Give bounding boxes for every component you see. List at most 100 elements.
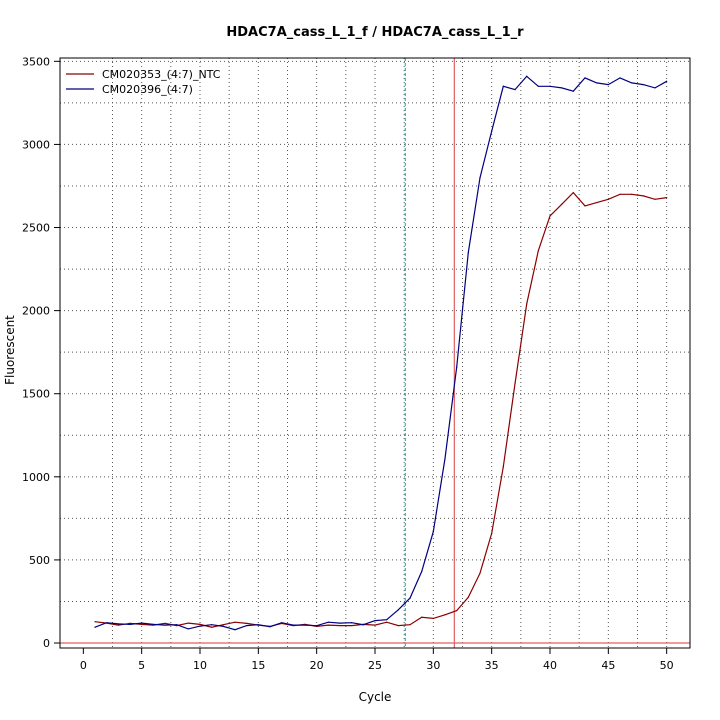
data-point bbox=[607, 198, 609, 200]
data-point bbox=[129, 623, 131, 626]
data-point bbox=[549, 215, 551, 217]
data-point bbox=[467, 251, 469, 254]
data-point bbox=[304, 624, 306, 626]
legend: CM020353_(4:7)_NTC CM020396_(4:7) bbox=[66, 68, 221, 96]
data-point bbox=[421, 570, 423, 573]
x-tick-label: 40 bbox=[543, 659, 557, 672]
x-tick-label: 30 bbox=[426, 659, 440, 672]
x-tick-label: 5 bbox=[138, 659, 145, 672]
series-line bbox=[94, 191, 667, 628]
data-point bbox=[164, 622, 166, 625]
data-point bbox=[164, 624, 166, 626]
data-point bbox=[386, 621, 388, 623]
data-point bbox=[631, 82, 633, 84]
data-point bbox=[619, 193, 621, 195]
data-point bbox=[526, 75, 528, 77]
data-point bbox=[129, 622, 131, 625]
data-point bbox=[339, 624, 341, 627]
data-point bbox=[117, 624, 119, 626]
data-point bbox=[292, 624, 294, 626]
data-point bbox=[327, 624, 329, 626]
data-point bbox=[572, 192, 574, 194]
data-point bbox=[607, 83, 609, 86]
data-point bbox=[374, 624, 376, 626]
data-point bbox=[596, 82, 598, 84]
grid bbox=[60, 58, 690, 648]
data-point bbox=[537, 250, 539, 252]
data-point bbox=[584, 77, 586, 79]
series-line bbox=[94, 75, 667, 631]
data-point bbox=[537, 85, 539, 87]
y-tick-label: 1000 bbox=[22, 471, 50, 484]
data-point bbox=[479, 572, 481, 574]
data-point bbox=[642, 195, 644, 197]
data-point bbox=[246, 624, 248, 627]
x-tick-label: 35 bbox=[485, 659, 499, 672]
data-point bbox=[654, 198, 656, 200]
data-point bbox=[222, 625, 224, 627]
data-point bbox=[631, 193, 633, 195]
y-tick-label: 2500 bbox=[22, 222, 50, 235]
y-tick-label: 2000 bbox=[22, 305, 50, 318]
x-tick-label: 25 bbox=[368, 659, 382, 672]
data-point bbox=[199, 623, 201, 626]
data-point bbox=[234, 621, 236, 623]
data-point bbox=[374, 619, 376, 622]
data-point bbox=[327, 621, 329, 623]
data-point bbox=[584, 205, 586, 207]
y-axis-label: Fluorescent bbox=[3, 315, 17, 385]
data-point bbox=[456, 366, 458, 368]
data-point bbox=[94, 621, 96, 623]
x-tick-label: 15 bbox=[251, 659, 265, 672]
data-point bbox=[549, 85, 551, 87]
data-point bbox=[491, 532, 493, 534]
data-point bbox=[654, 87, 656, 89]
data-point bbox=[596, 201, 598, 204]
data-point bbox=[397, 624, 399, 627]
data-point bbox=[281, 622, 283, 624]
data-point bbox=[386, 619, 388, 621]
x-axis-label: Cycle bbox=[359, 690, 392, 704]
y-tick-label: 3000 bbox=[22, 138, 50, 151]
data-point bbox=[316, 625, 318, 627]
data-point bbox=[246, 622, 248, 625]
data-point bbox=[351, 622, 353, 624]
data-point bbox=[561, 87, 563, 89]
data-point bbox=[456, 610, 458, 612]
y-tick-label: 500 bbox=[29, 554, 50, 567]
x-tick-label: 20 bbox=[310, 659, 324, 672]
data-point bbox=[141, 622, 143, 624]
data-point bbox=[502, 466, 504, 468]
data-point bbox=[222, 624, 224, 626]
data-point bbox=[502, 85, 504, 87]
data-point bbox=[421, 616, 423, 618]
data-point bbox=[141, 623, 143, 626]
data-point bbox=[211, 624, 213, 626]
x-tick-label: 50 bbox=[660, 659, 674, 672]
data-point bbox=[666, 80, 668, 82]
x-tick-label: 45 bbox=[601, 659, 615, 672]
legend-entry: CM020353_(4:7)_NTC bbox=[102, 68, 221, 81]
data-point bbox=[467, 596, 469, 598]
y-tick-label: 0 bbox=[43, 637, 50, 650]
data-point bbox=[561, 203, 563, 205]
data-point bbox=[642, 83, 644, 86]
data-point bbox=[432, 617, 434, 620]
data-point bbox=[619, 77, 621, 79]
data-point bbox=[526, 303, 528, 305]
data-point bbox=[514, 383, 516, 385]
legend-entry: CM020396_(4:7) bbox=[102, 83, 193, 96]
chart-title: HDAC7A_cass_L_1_f / HDAC7A_cass_L_1_r bbox=[226, 25, 524, 40]
data-point bbox=[491, 130, 493, 132]
x-tick-label: 10 bbox=[193, 659, 207, 672]
data-point bbox=[432, 531, 434, 533]
data-point bbox=[257, 624, 259, 626]
data-point bbox=[409, 597, 411, 599]
y-tick-label: 3500 bbox=[22, 55, 50, 68]
data-point bbox=[479, 177, 481, 179]
data-point bbox=[397, 609, 399, 611]
data-point bbox=[572, 90, 574, 92]
data-point bbox=[666, 197, 668, 199]
y-tick-label: 1500 bbox=[22, 388, 50, 401]
